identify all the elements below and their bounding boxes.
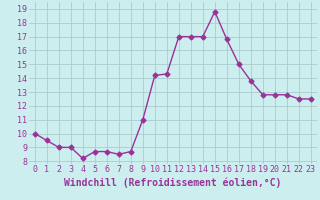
X-axis label: Windchill (Refroidissement éolien,°C): Windchill (Refroidissement éolien,°C) — [64, 177, 282, 188]
